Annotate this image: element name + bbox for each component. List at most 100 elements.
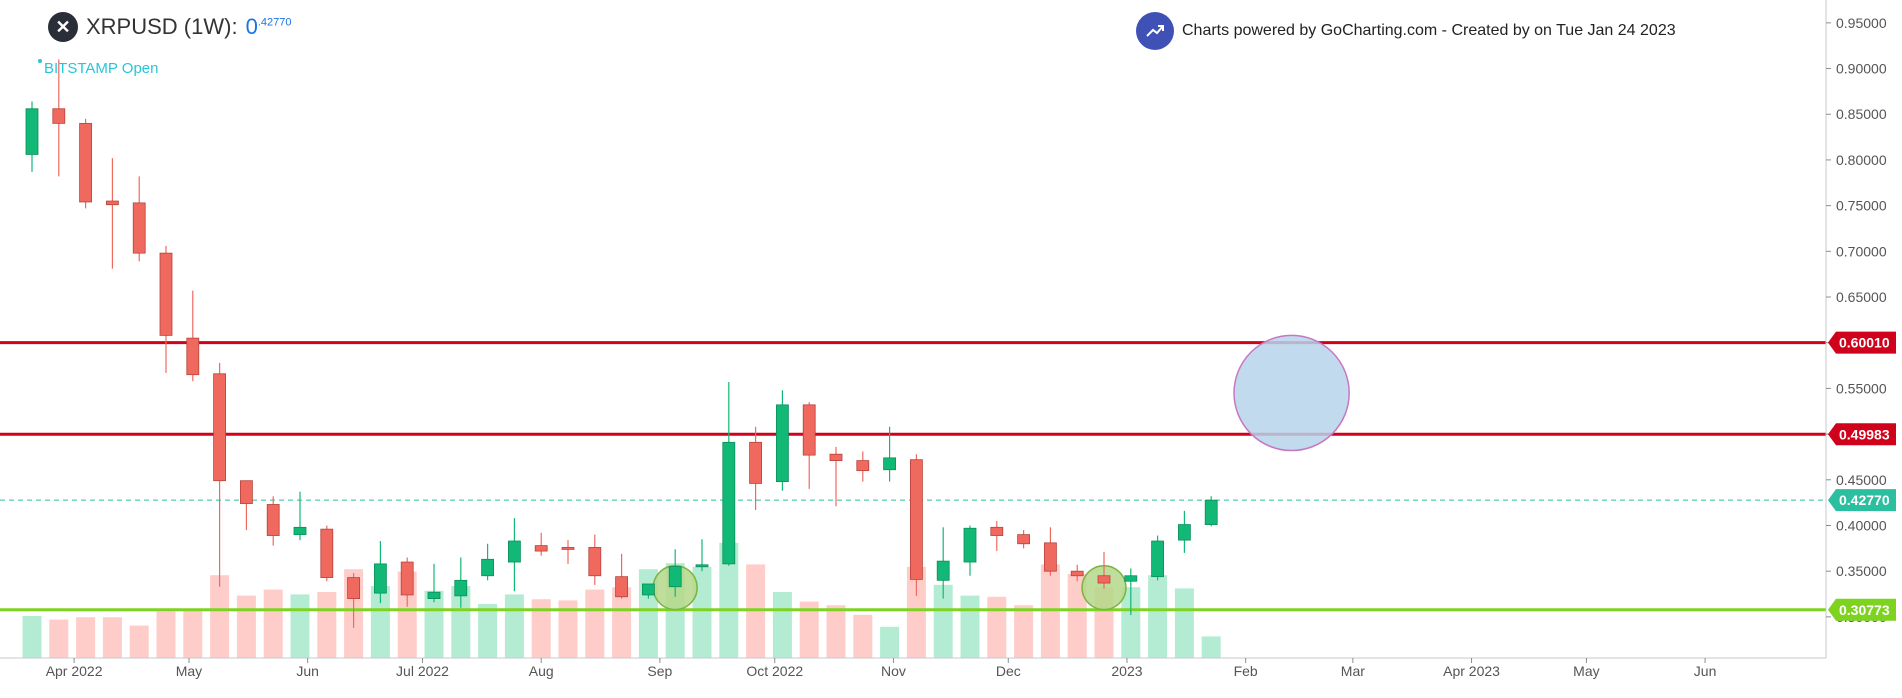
candle: [829, 446, 843, 507]
candle-body: [132, 202, 146, 254]
volume-bar: [585, 589, 605, 658]
volume-bar: [987, 596, 1007, 658]
candle-body: [990, 526, 1004, 536]
trend-up-icon[interactable]: [1136, 12, 1174, 50]
candle-body: [561, 547, 575, 550]
volume-bar: [290, 594, 310, 658]
candle-body: [213, 373, 227, 482]
source-label: BITSTAMP Open: [44, 60, 159, 77]
candle-body: [1204, 499, 1218, 525]
candle-body: [534, 545, 548, 552]
candle-body: [347, 577, 361, 599]
candle: [1151, 535, 1164, 581]
volume-bar: [1121, 587, 1141, 658]
x-tick-label: Nov: [881, 663, 906, 679]
y-tick-label: 0.95000: [1836, 15, 1887, 31]
badge-shape: [1828, 598, 1896, 621]
last-price-frac: .42770: [257, 16, 292, 29]
candle-body: [722, 441, 736, 565]
candle-body: [79, 122, 92, 203]
candle-body: [1070, 570, 1084, 577]
x-tick-label: Jun: [296, 663, 319, 679]
candle: [213, 362, 227, 587]
x-tick-label: Apr 2022: [46, 663, 103, 679]
volume-bar: [22, 616, 42, 658]
y-tick-label: 0.85000: [1836, 106, 1887, 122]
candle-body: [695, 564, 709, 568]
volume-bar: [1067, 574, 1087, 658]
price-level-badge: 0.60010: [1828, 331, 1896, 354]
candle-body: [25, 108, 39, 155]
candle: [695, 539, 709, 572]
y-tick-label: 0.75000: [1836, 198, 1887, 214]
volume-bar: [772, 592, 792, 658]
badge-shape: [1828, 489, 1896, 512]
annotation-circle: [1233, 334, 1350, 452]
volume-bar: [719, 542, 739, 658]
candle: [132, 176, 146, 262]
x-tick-label: May: [1573, 663, 1599, 679]
volume-bar: [799, 601, 819, 658]
candle-body: [642, 583, 655, 596]
y-tick-label: 0.45000: [1836, 472, 1887, 488]
y-tick-label: 0.40000: [1836, 517, 1887, 533]
candle-body: [52, 108, 66, 124]
candle-body: [1178, 524, 1191, 541]
volume-bar: [1201, 636, 1221, 658]
volume-bar: [906, 566, 926, 658]
candle-body: [802, 404, 816, 456]
badge-shape: [1828, 331, 1896, 354]
candle: [588, 534, 602, 585]
candle-body: [829, 453, 843, 462]
candle: [1044, 527, 1057, 576]
candle: [749, 426, 762, 510]
volume-bar: [504, 594, 524, 658]
price-level-badge: 0.49983: [1828, 423, 1896, 446]
candle-body: [1151, 540, 1164, 578]
badge-label: 0.30773: [1839, 602, 1890, 618]
candle: [802, 402, 816, 489]
x-tick-label: Oct 2022: [746, 663, 803, 679]
x-tick-label: Feb: [1234, 663, 1258, 679]
candle: [883, 426, 896, 482]
chart-header: ✕ XRPUSD (1W): 0.42770: [48, 12, 291, 42]
candle: [373, 541, 387, 604]
credit-bar: Charts powered by GoCharting.com - Creat…: [1136, 12, 1676, 50]
badge-label: 0.42770: [1839, 492, 1890, 508]
candle: [400, 557, 414, 607]
candle-body: [1097, 575, 1111, 584]
symbol-label: XRPUSD (1W):: [86, 14, 238, 39]
last-price: 0.42770: [246, 14, 292, 40]
candle-body: [856, 460, 870, 472]
candle-body: [910, 459, 923, 580]
candle-body: [1124, 575, 1138, 582]
badge-label: 0.60010: [1839, 335, 1890, 351]
candle: [25, 101, 39, 172]
candle: [1178, 510, 1191, 553]
candle-body: [936, 560, 950, 581]
candle: [454, 557, 468, 608]
y-tick-label: 0.80000: [1836, 152, 1887, 168]
candle: [293, 491, 307, 541]
candle-body: [400, 561, 414, 596]
candle-body: [266, 504, 280, 536]
volume-bar: [129, 625, 149, 658]
candle: [990, 520, 1004, 552]
candle-body: [454, 579, 468, 597]
volume-bar: [933, 584, 953, 658]
candles: [25, 59, 1218, 628]
candle-body: [668, 566, 682, 588]
candle-body: [507, 540, 521, 563]
y-tick-label: 0.65000: [1836, 289, 1887, 305]
volume-bar: [451, 586, 471, 658]
candle-body: [159, 252, 173, 336]
price-level-badge: 0.30773: [1828, 598, 1896, 621]
candle: [534, 532, 548, 556]
candle-body: [373, 563, 387, 594]
y-tick-label: 0.90000: [1836, 61, 1887, 77]
candle-body: [588, 547, 602, 577]
candle: [266, 496, 280, 546]
candle-body: [239, 480, 253, 504]
volume-bar: [263, 589, 283, 658]
